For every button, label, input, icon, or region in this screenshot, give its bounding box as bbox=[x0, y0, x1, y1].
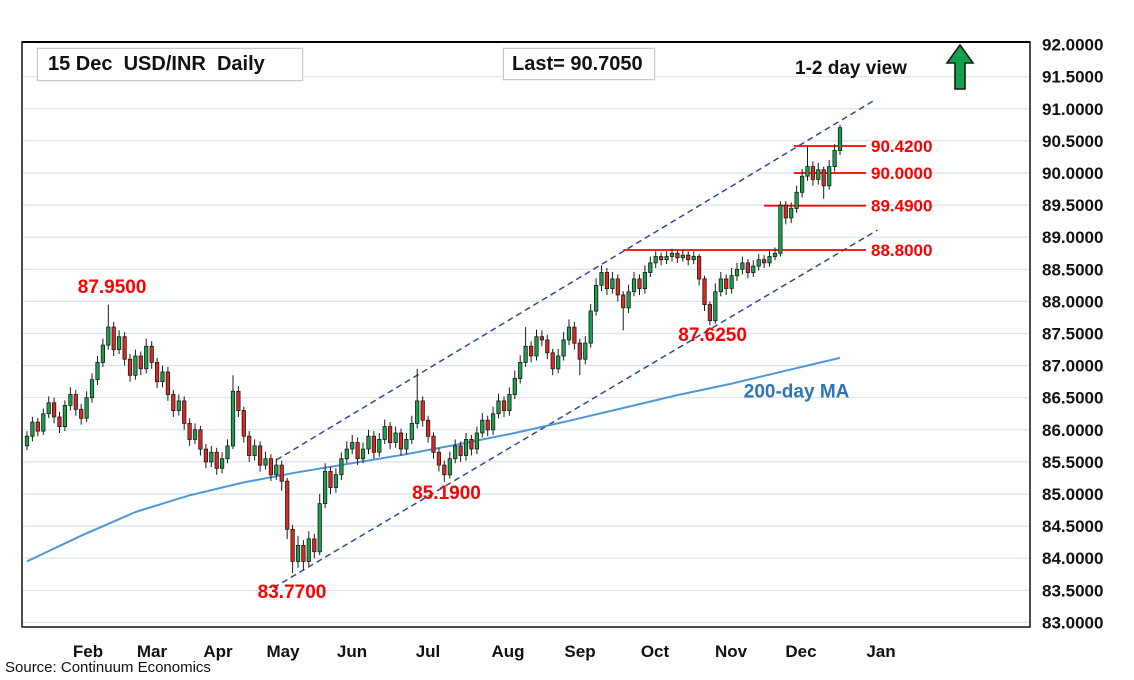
svg-text:Nov: Nov bbox=[715, 642, 748, 661]
svg-text:91.5000: 91.5000 bbox=[1042, 68, 1103, 87]
candlestick-series bbox=[24, 124, 843, 573]
chart-title: 15 Dec USD/INR Daily bbox=[37, 48, 303, 81]
svg-text:Sep: Sep bbox=[564, 642, 595, 661]
svg-text:90.4200: 90.4200 bbox=[871, 137, 932, 156]
svg-text:89.4900: 89.4900 bbox=[871, 197, 932, 216]
svg-text:Jul: Jul bbox=[416, 642, 441, 661]
svg-text:90.5000: 90.5000 bbox=[1042, 132, 1103, 151]
svg-text:May: May bbox=[266, 642, 300, 661]
svg-text:83.0000: 83.0000 bbox=[1042, 613, 1103, 632]
svg-text:90.0000: 90.0000 bbox=[1042, 164, 1103, 183]
svg-text:Mar: Mar bbox=[137, 642, 168, 661]
view-horizon-label: 1-2 day view bbox=[795, 58, 907, 79]
svg-text:84.5000: 84.5000 bbox=[1042, 517, 1103, 536]
svg-text:Oct: Oct bbox=[641, 642, 670, 661]
svg-text:Dec: Dec bbox=[785, 642, 816, 661]
svg-text:83.5000: 83.5000 bbox=[1042, 581, 1103, 600]
svg-text:90.0000: 90.0000 bbox=[871, 164, 932, 183]
svg-text:85.1900: 85.1900 bbox=[412, 483, 481, 504]
svg-text:84.0000: 84.0000 bbox=[1042, 549, 1103, 568]
svg-text:92.0000: 92.0000 bbox=[1042, 36, 1103, 55]
svg-text:91.0000: 91.0000 bbox=[1042, 100, 1103, 119]
svg-text:87.9500: 87.9500 bbox=[78, 277, 147, 298]
last-price-text: Last= 90.7050 bbox=[512, 52, 643, 75]
plot-border bbox=[21, 41, 1031, 628]
svg-text:89.0000: 89.0000 bbox=[1042, 228, 1103, 247]
svg-text:Apr: Apr bbox=[203, 642, 233, 661]
trend-channel bbox=[273, 99, 878, 589]
svg-text:87.6250: 87.6250 bbox=[678, 325, 747, 346]
svg-text:Jun: Jun bbox=[337, 642, 367, 661]
svg-text:Feb: Feb bbox=[73, 642, 103, 661]
svg-text:86.0000: 86.0000 bbox=[1042, 421, 1103, 440]
ma-200-line bbox=[26, 356, 841, 563]
last-price-badge: Last= 90.7050 bbox=[503, 48, 655, 80]
svg-text:85.5000: 85.5000 bbox=[1042, 453, 1103, 472]
svg-text:83.7700: 83.7700 bbox=[258, 582, 327, 603]
svg-text:200-day MA: 200-day MA bbox=[744, 382, 850, 403]
svg-text:85.0000: 85.0000 bbox=[1042, 485, 1103, 504]
svg-text:Jan: Jan bbox=[866, 642, 895, 661]
y-axis-labels: 92.0000 91.5000 91.0000 90.5000 90.0000 89.50… bbox=[1042, 36, 1103, 633]
level-lines: 90.4200 90.0000 89.4900 88.8000 bbox=[623, 137, 932, 260]
svg-text:87.0000: 87.0000 bbox=[1042, 357, 1103, 376]
up-arrow-icon bbox=[945, 44, 975, 90]
svg-text:88.0000: 88.0000 bbox=[1042, 292, 1103, 311]
source-credit: Source: Continuum Economics bbox=[5, 659, 211, 676]
svg-text:89.5000: 89.5000 bbox=[1042, 196, 1103, 215]
annotations: 87.9500 83.7700 85.1900 87.6250 200-day MA bbox=[78, 277, 850, 603]
svg-text:Aug: Aug bbox=[491, 642, 524, 661]
svg-text:87.5000: 87.5000 bbox=[1042, 325, 1103, 344]
x-axis-labels: Feb Mar Apr May Jun Jul Aug Sep Oct Nov Dec Jan bbox=[73, 642, 896, 661]
svg-text:88.8000: 88.8000 bbox=[871, 241, 932, 260]
svg-text:88.5000: 88.5000 bbox=[1042, 260, 1103, 279]
chart-title-text: 15 Dec USD/INR Daily bbox=[48, 53, 265, 75]
svg-text:86.5000: 86.5000 bbox=[1042, 389, 1103, 408]
